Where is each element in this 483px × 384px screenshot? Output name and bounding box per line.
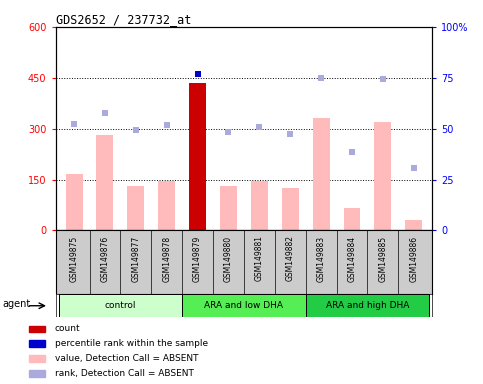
Bar [28,326,45,332]
Point [410,165,418,171]
Bar [405,220,422,230]
Point [317,74,325,81]
Point [101,110,109,116]
FancyBboxPatch shape [58,294,182,317]
Bar [28,355,45,362]
Bar [66,174,83,230]
Bar [282,188,298,230]
Point [163,122,170,128]
Text: percentile rank within the sample: percentile rank within the sample [55,339,208,348]
Text: control: control [105,301,136,310]
Point [225,129,232,135]
Text: agent: agent [3,299,31,309]
Text: GSM149877: GSM149877 [131,235,141,282]
Bar [220,186,237,230]
Bar [313,118,329,230]
FancyBboxPatch shape [182,294,306,317]
Text: GSM149879: GSM149879 [193,235,202,282]
Text: value, Detection Call = ABSENT: value, Detection Call = ABSENT [55,354,198,363]
Bar [28,370,45,377]
Text: GSM149885: GSM149885 [378,235,387,281]
Bar [128,186,144,230]
Text: GSM149886: GSM149886 [409,235,418,281]
Point [132,127,140,133]
Text: GSM149883: GSM149883 [317,235,326,281]
Point [379,76,387,83]
Text: GSM149881: GSM149881 [255,235,264,281]
Point [348,149,356,156]
Text: ARA and low DHA: ARA and low DHA [204,301,284,310]
Text: GSM149878: GSM149878 [162,235,171,281]
Bar [251,181,268,230]
Text: GSM149876: GSM149876 [100,235,110,282]
Point [256,124,263,130]
Text: rank, Detection Call = ABSENT: rank, Detection Call = ABSENT [55,369,194,378]
Text: GDS2652 / 237732_at: GDS2652 / 237732_at [56,13,191,26]
Point [194,71,201,78]
Text: GSM149880: GSM149880 [224,235,233,281]
Text: ARA and high DHA: ARA and high DHA [326,301,409,310]
Bar [189,83,206,230]
Text: GSM149884: GSM149884 [347,235,356,281]
FancyBboxPatch shape [306,294,429,317]
Bar [374,122,391,230]
Bar [97,136,114,230]
Bar [28,340,45,347]
Text: GSM149882: GSM149882 [286,235,295,281]
Text: count: count [55,324,80,333]
Point [286,131,294,137]
Text: GSM149875: GSM149875 [70,235,79,282]
Bar [158,181,175,230]
Bar [343,209,360,230]
Point [70,121,78,127]
